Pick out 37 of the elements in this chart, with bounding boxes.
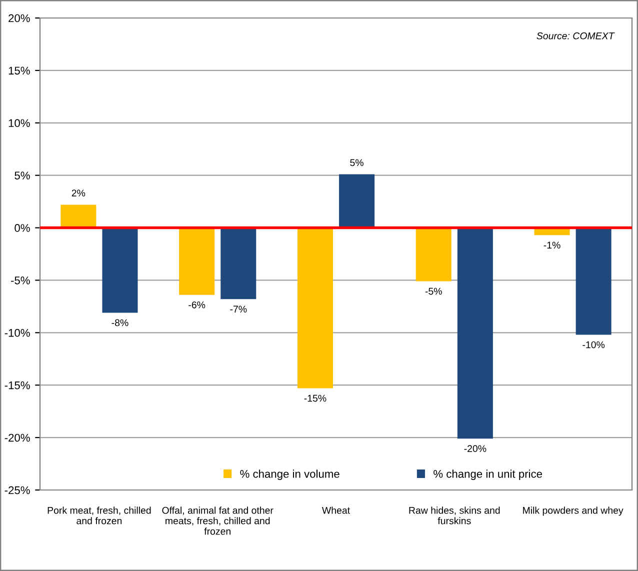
y-tick-label: -25% (4, 486, 30, 494)
bar (102, 228, 138, 313)
legend-label: % change in unit price (434, 470, 542, 480)
bar (60, 204, 96, 228)
data-label: -6% (188, 301, 206, 308)
y-tick-label: -15% (4, 381, 30, 390)
x-tick-label: Milk powders and whey (523, 506, 624, 516)
x-tick-label: Pork meat, fresh, chilled and frozen (48, 506, 151, 524)
x-tick-label: Raw hides, skins and furskins (409, 506, 500, 524)
data-label: -10% (582, 341, 605, 348)
legend-label: % change in volume (240, 470, 340, 480)
bar (416, 228, 452, 282)
y-tick-label: 15% (8, 66, 30, 75)
y-tick-label: -5% (11, 276, 30, 284)
data-label: -8% (112, 319, 128, 326)
bar (297, 228, 333, 388)
data-label: -1% (544, 242, 560, 249)
y-tick-label: 20% (8, 14, 30, 22)
data-label: -7% (230, 306, 247, 312)
x-tick-label: Wheat (322, 506, 350, 514)
annotation: Source: COMEXT (536, 32, 615, 40)
bar (576, 228, 612, 335)
bar (339, 174, 375, 228)
bar (220, 228, 256, 300)
x-tick-label: Offal, animal fat and other meats, fresh, chilled and frozen (162, 506, 274, 535)
data-label: -20% (464, 445, 486, 452)
bar (457, 228, 493, 439)
data-label: -15% (304, 394, 326, 402)
y-tick-label: -20% (4, 434, 30, 442)
data-label: 2% (72, 190, 86, 196)
y-tick-label: 0% (14, 224, 30, 232)
y-tick-label: 5% (14, 172, 30, 180)
bar (179, 228, 215, 295)
data-label: -5% (425, 288, 442, 295)
data-label: 5% (350, 159, 364, 166)
y-tick-label: -10% (4, 328, 30, 337)
y-tick-label: 10% (8, 119, 30, 128)
